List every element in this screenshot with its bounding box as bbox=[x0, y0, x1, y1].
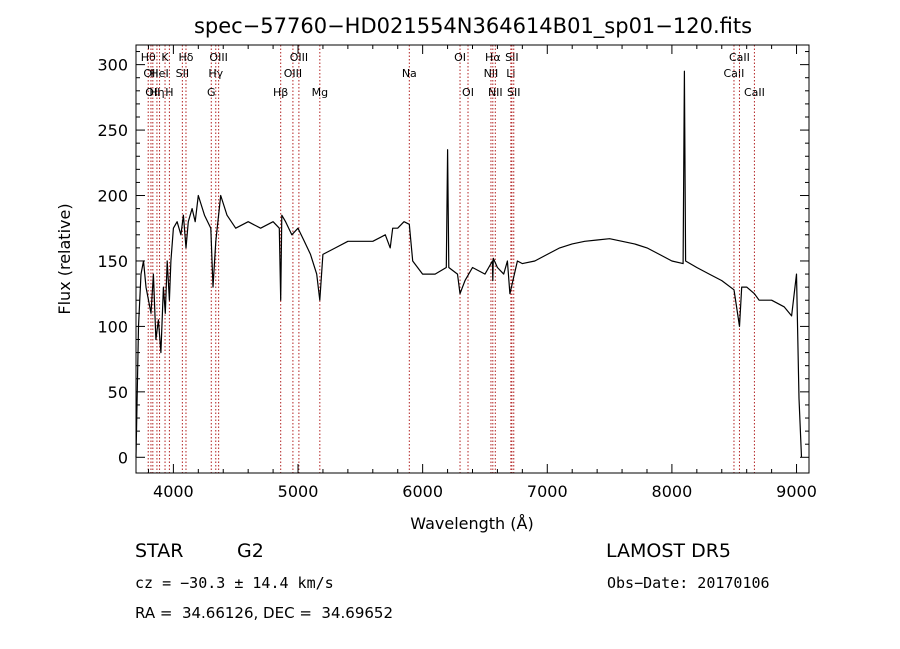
line-marker-label: Hγ bbox=[208, 67, 223, 80]
line-marker-label: HeI bbox=[150, 67, 168, 80]
line-marker-label: OIII bbox=[290, 51, 308, 64]
y-tick-label: 100 bbox=[97, 317, 128, 336]
line-marker-label: Hθ bbox=[141, 51, 156, 64]
line-marker-label: Hα bbox=[485, 51, 501, 64]
y-axis-label: Flux (relative) bbox=[55, 203, 74, 314]
observation-date: Obs−Date: 20170106 bbox=[607, 574, 770, 592]
y-axis-ticks: 0 50 100 150 200 250 300 bbox=[97, 51, 809, 467]
y-tick-label: 0 bbox=[118, 448, 128, 467]
line-marker-label: NII bbox=[488, 86, 503, 99]
redshift-value: cz = −30.3 ± 14.4 km/s bbox=[135, 574, 334, 592]
line-marker-label: OII bbox=[145, 86, 160, 99]
coordinates: RA = 34.66126, DEC = 34.69652 bbox=[135, 604, 394, 622]
line-marker-label: CaII bbox=[724, 67, 745, 80]
line-marker-label: Na bbox=[402, 67, 417, 80]
line-marker-label: CaII bbox=[744, 86, 765, 99]
y-tick-label: 150 bbox=[97, 252, 128, 271]
line-marker-label: K bbox=[161, 51, 169, 64]
y-tick-label: 50 bbox=[108, 383, 128, 402]
chart-title: spec−57760−HD021554N364614B01_sp01−120.f… bbox=[194, 14, 752, 39]
line-marker-label: Hη bbox=[149, 86, 164, 99]
line-marker-label: OI bbox=[454, 51, 466, 64]
line-marker-label: CaII bbox=[729, 51, 750, 64]
line-marker-label: OII bbox=[143, 67, 158, 80]
y-tick-label: 200 bbox=[97, 187, 128, 206]
line-marker-label: NII bbox=[484, 67, 499, 80]
line-marker-label: SII bbox=[507, 86, 520, 99]
spectral-subclass: G2 bbox=[237, 540, 264, 562]
y-tick-label: 250 bbox=[97, 121, 128, 140]
line-marker-label: Li bbox=[506, 67, 515, 80]
survey-name: LAMOST DR5 bbox=[606, 540, 731, 562]
line-marker-label: OIII bbox=[209, 51, 227, 64]
line-marker-label: SII bbox=[176, 67, 189, 80]
x-tick-label: 6000 bbox=[402, 482, 443, 501]
x-tick-label: 9000 bbox=[776, 482, 817, 501]
line-marker-label: OI bbox=[462, 86, 474, 99]
x-tick-label: 7000 bbox=[527, 482, 568, 501]
object-type: STAR bbox=[135, 540, 184, 562]
x-axis-ticks: 4000 5000 6000 7000 8000 9000 bbox=[147, 45, 817, 501]
x-axis-label: Wavelength (Å) bbox=[410, 514, 533, 533]
y-tick-label: 300 bbox=[97, 56, 128, 75]
x-tick-label: 8000 bbox=[652, 482, 693, 501]
line-marker-label: Mg bbox=[312, 86, 328, 99]
spectrum-plot bbox=[135, 70, 803, 458]
plot-frame bbox=[135, 44, 810, 474]
line-marker-label: OIII bbox=[284, 67, 302, 80]
line-marker-label: Hδ bbox=[178, 51, 193, 64]
x-tick-label: 4000 bbox=[153, 482, 194, 501]
emission-line-markers: HθOIIOIIHηHeIKHSIIHδGHγOIIIHβOIIIOIIIMgN… bbox=[141, 45, 765, 473]
x-tick-label: 5000 bbox=[278, 482, 319, 501]
line-marker-label: G bbox=[207, 86, 216, 99]
line-marker-label: Hβ bbox=[273, 86, 288, 99]
line-marker-label: H bbox=[165, 86, 173, 99]
spectrum-line bbox=[135, 70, 803, 458]
line-marker-label: SII bbox=[505, 51, 518, 64]
